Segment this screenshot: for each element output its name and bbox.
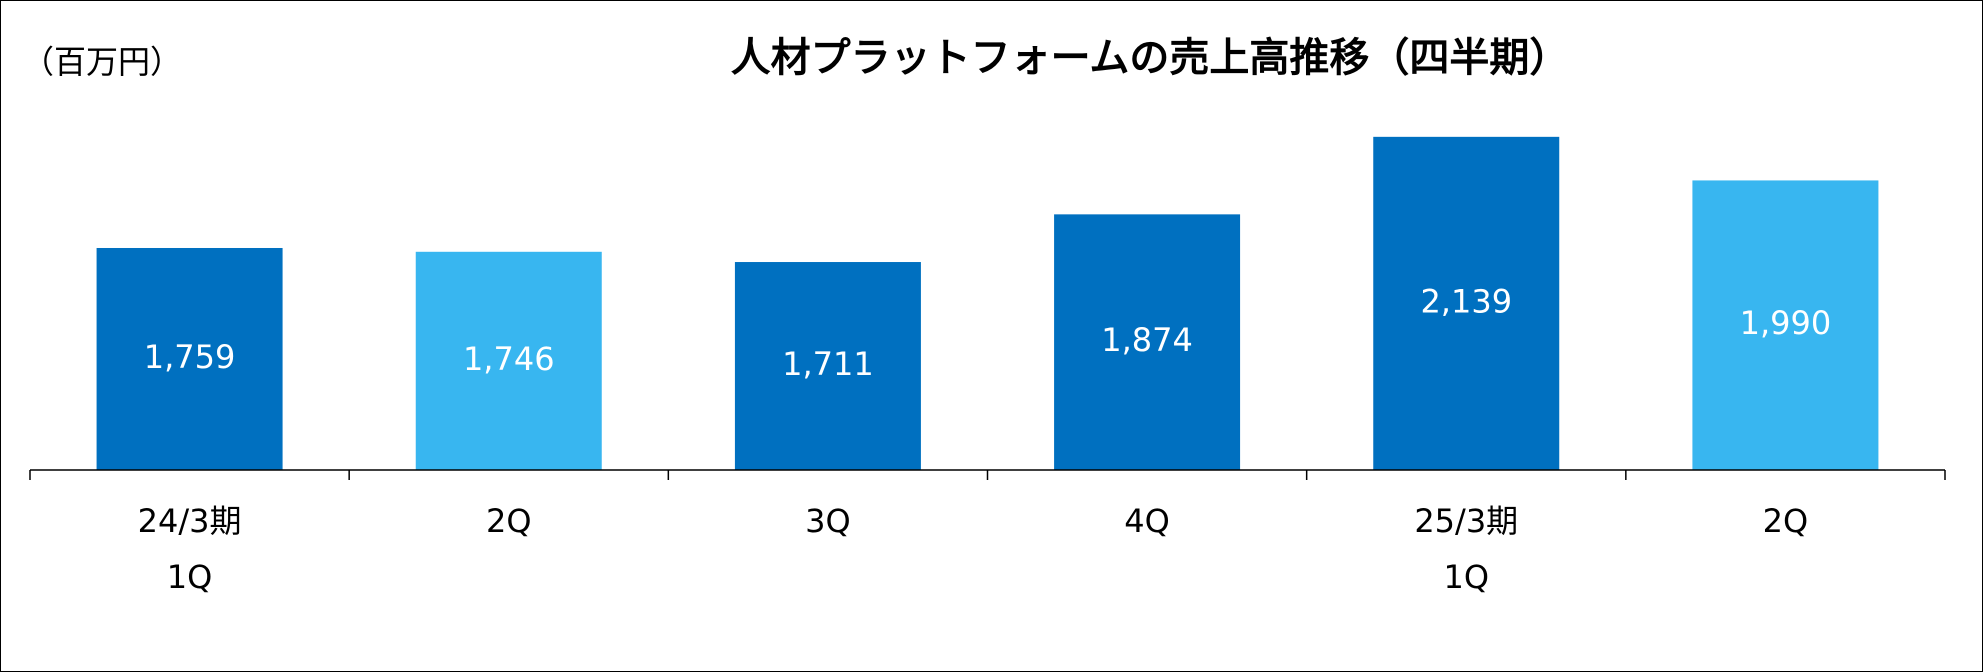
chart-title: 人材プラットフォームの売上高推移（四半期）: [731, 35, 1570, 81]
x-tick-label: 4Q: [1124, 502, 1170, 540]
value-label: 1,990: [1740, 304, 1832, 342]
x-tick-label: 24/3期: [138, 502, 242, 540]
value-label: 1,874: [1101, 321, 1193, 359]
unit-label: （百万円）: [22, 43, 182, 81]
value-label: 1,711: [782, 345, 874, 383]
x-tick-label: 3Q: [805, 502, 851, 540]
x-tick-label: 2Q: [486, 502, 532, 540]
value-label: 1,746: [463, 340, 555, 378]
bar: [415, 251, 602, 470]
bar: [1373, 136, 1560, 470]
x-tick-label: 25/3期: [1414, 502, 1518, 540]
x-tick-label: 1Q: [1443, 558, 1489, 596]
value-label: 1,759: [144, 338, 236, 376]
x-tick-label: 1Q: [167, 558, 213, 596]
bar: [1692, 180, 1879, 471]
bar: [96, 247, 283, 470]
x-tick-label: 2Q: [1763, 502, 1809, 540]
bar: [1054, 214, 1241, 470]
bar: [734, 262, 921, 470]
value-label: 2,139: [1420, 282, 1512, 320]
